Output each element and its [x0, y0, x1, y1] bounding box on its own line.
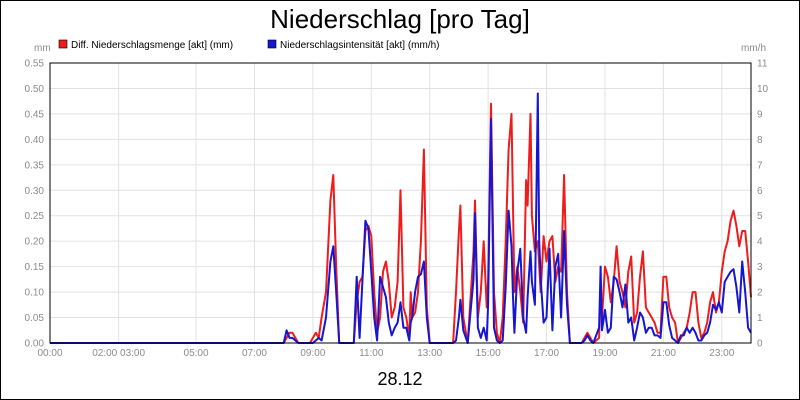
x-tick-label: 13:00	[417, 348, 442, 359]
left-tick-label: 0.00	[25, 339, 45, 350]
left-tick-label: 0.30	[25, 186, 45, 197]
x-tick-label: 17:00	[534, 348, 559, 359]
left-tick-label: 0.15	[25, 262, 45, 273]
right-axis-unit: mm/h	[741, 43, 766, 54]
right-tick-label: 4	[757, 237, 763, 248]
x-axis-ticks: 00:00 02:00 03:00 05:00 07:00 09:00 11:00 13:0…	[37, 348, 734, 359]
series-layer	[50, 92, 752, 344]
left-tick-label: 0.05	[25, 313, 45, 324]
legend-swatch-1	[267, 39, 277, 49]
x-tick-label: 21:00	[651, 348, 676, 359]
left-tick-label: 0.35	[25, 160, 45, 171]
legend-label-0: Diff. Niederschlagsmenge [akt] (mm)	[71, 40, 233, 51]
left-tick-label: 0.10	[25, 288, 45, 299]
right-tick-label: 10	[757, 84, 769, 95]
right-tick-label: 11	[757, 59, 768, 70]
left-axis-unit: mm	[34, 43, 51, 54]
left-tick-label: 0.20	[25, 237, 45, 248]
left-tick-label: 0.25	[25, 211, 45, 222]
x-tick-label: 11:00	[359, 348, 384, 359]
left-tick-label: 0.40	[25, 135, 45, 146]
series-line-1	[50, 92, 752, 344]
left-tick-label: 0.45	[25, 109, 45, 120]
series-1	[50, 92, 752, 344]
x-tick-label: 00:00	[37, 348, 62, 359]
right-tick-label: 6	[757, 186, 763, 197]
x-tick-label: 15:00	[476, 348, 501, 359]
right-tick-label: 0	[757, 339, 763, 350]
right-tick-label: 7	[757, 160, 763, 171]
right-tick-label: 5	[757, 211, 763, 222]
x-tick-label: 23:00	[709, 348, 734, 359]
x-tick-label: 09:00	[300, 348, 325, 359]
right-tick-label: 2	[757, 288, 763, 299]
x-tick-label: 07:00	[242, 348, 267, 359]
chart-title: Niederschlag [pro Tag]	[270, 4, 530, 34]
x-tick-label: 05:00	[184, 348, 209, 359]
right-tick-label: 9	[757, 109, 763, 120]
left-tick-label: 0.50	[25, 84, 45, 95]
legend-label-1: Niederschlagsintensität [akt] (mm/h)	[280, 40, 440, 51]
left-tick-label: 0.55	[25, 59, 45, 70]
date-label: 28.12	[377, 369, 422, 389]
legend-swatch-0	[58, 39, 68, 49]
plot-area-border	[49, 62, 752, 344]
right-tick-label: 8	[757, 135, 763, 146]
x-tick-label: 19:00	[592, 348, 617, 359]
legend: Diff. Niederschlagsmenge [akt] (mm) Niede…	[58, 39, 440, 51]
left-axis-ticks: 0.00 0.05 0.10 0.15 0.20 0.25 0.30 0.35 0.40 0.45…	[25, 59, 45, 350]
right-tick-label: 1	[757, 313, 763, 324]
right-tick-label: 3	[757, 262, 763, 273]
right-axis-ticks: 0 1 2 3 4 5 6 7 8 9 10 11	[757, 59, 769, 350]
x-tick-label: 02:00 03:00	[92, 348, 145, 359]
